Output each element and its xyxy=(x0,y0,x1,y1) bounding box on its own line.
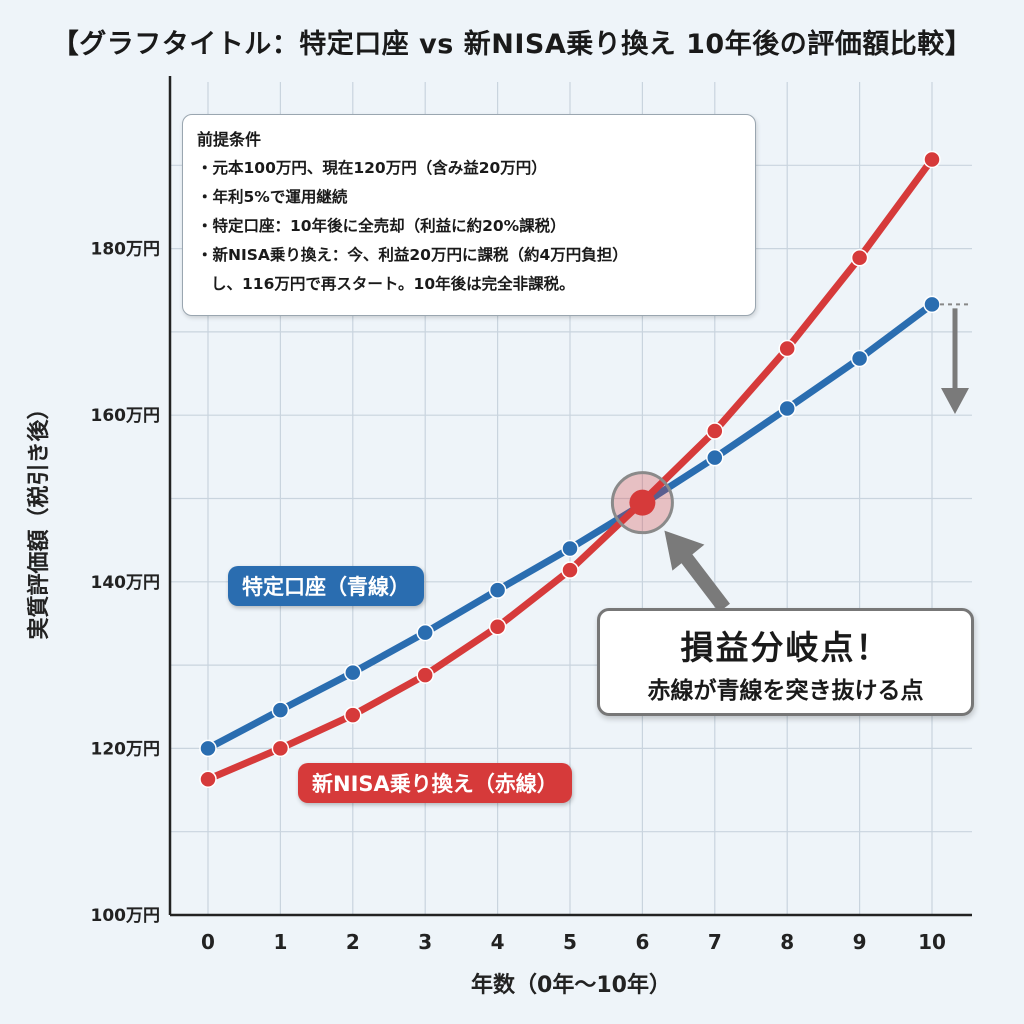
blue-series-point xyxy=(488,581,507,599)
y-tick-label: 160万円 xyxy=(91,406,161,426)
red-series-point xyxy=(561,561,579,579)
y-tick-label: 100万円 xyxy=(91,906,161,926)
blue-series-point xyxy=(778,399,796,418)
blue-series-point xyxy=(561,539,579,558)
blue-series-point xyxy=(344,663,362,682)
premise-item: ・年利5%で運用継続 xyxy=(197,188,348,206)
x-tick-label: 10 xyxy=(918,930,946,954)
annotations xyxy=(610,303,972,613)
x-tick-label: 0 xyxy=(201,930,215,954)
x-tick-label: 8 xyxy=(780,930,794,954)
x-tick-label: 7 xyxy=(708,930,722,954)
red-series-point xyxy=(706,422,724,440)
premise-box: 前提条件 ・元本100万円、現在120万円（含み益20万円） ・年利5%で運用継… xyxy=(182,114,756,316)
x-tick-label: 2 xyxy=(346,930,360,954)
breakeven-subtitle: 赤線が青線を突き抜ける点 xyxy=(647,678,924,704)
red-series-point xyxy=(923,150,941,169)
red-series-point xyxy=(850,249,869,267)
blue-series-point xyxy=(271,701,290,719)
red-series-point xyxy=(271,739,290,758)
x-tick-label: 5 xyxy=(563,930,577,954)
x-axis-label: 年数（0年〜10年） xyxy=(471,972,671,998)
blue-series-point xyxy=(923,295,941,314)
x-tick-label: 6 xyxy=(635,930,649,954)
red-series-point xyxy=(344,706,362,724)
y-tick-label: 140万円 xyxy=(91,573,161,593)
breakeven-point xyxy=(629,489,656,516)
x-tick-label: 9 xyxy=(853,930,867,954)
red-series-point xyxy=(416,666,434,684)
callout-arrow-head xyxy=(664,530,705,571)
legend-blue-series: 特定口座（青線） xyxy=(228,566,424,606)
y-axis-label: 実質評価額（税引き後） xyxy=(26,397,52,639)
premise-heading: 前提条件 xyxy=(197,130,262,149)
blue-series-point xyxy=(416,623,434,642)
blue-series-point xyxy=(706,448,724,467)
premise-item: ・元本100万円、現在120万円（含み益20万円） xyxy=(197,159,547,177)
difference-arrow-head xyxy=(941,388,969,414)
x-tick-label: 4 xyxy=(491,930,505,954)
premise-item: ・特定口座：10年後に全売却（利益に約20%課税） xyxy=(197,217,566,235)
x-tick-label: 1 xyxy=(273,930,287,954)
red-series-point xyxy=(199,770,217,788)
legend-red-series: 新NISA乗り換え（赤線） xyxy=(298,763,572,803)
blue-series-point xyxy=(850,349,869,368)
y-tick-label: 180万円 xyxy=(91,240,161,260)
red-series-point xyxy=(778,339,796,358)
premise-continuation: し、116万円で再スタート。10年後は完全非課税。 xyxy=(211,275,575,293)
red-series-point xyxy=(488,618,507,636)
breakeven-title: 損益分岐点！ xyxy=(680,628,891,667)
y-tick-label: 120万円 xyxy=(91,739,161,759)
blue-series-point xyxy=(199,739,217,758)
tick-labels: 100万円 120万円 140万円 160万円 180万円 0 1 2 3 4 5 6 7 8 9 10 xyxy=(91,240,946,954)
premise-item: ・新NISA乗り換え：今、利益20万円に課税（約4万円負担） xyxy=(197,246,628,264)
x-tick-label: 3 xyxy=(418,930,432,954)
axes xyxy=(168,76,972,917)
chart-title: 【グラフタイトル：特定口座 vs 新NISA乗り換え 10年後の評価額比較】 xyxy=(51,29,973,60)
breakeven-callout: 損益分岐点！ 赤線が青線を突き抜ける点 xyxy=(597,608,974,716)
